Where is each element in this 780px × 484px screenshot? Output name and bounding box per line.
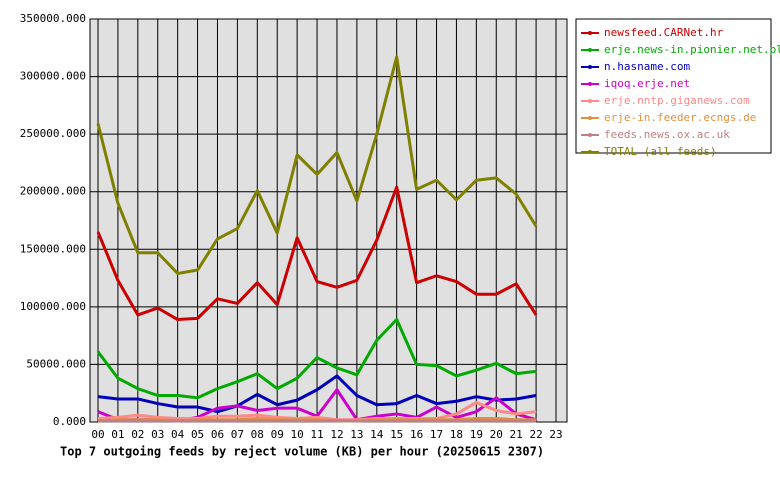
- x-tick-label: 03: [151, 428, 164, 441]
- legend-label: newsfeed.CARNet.hr: [604, 26, 724, 39]
- x-tick-label: 18: [450, 428, 463, 441]
- x-tick-label: 17: [430, 428, 443, 441]
- x-tick-label: 23: [549, 428, 562, 441]
- x-tick-label: 00: [91, 428, 104, 441]
- legend-label: feeds.news.ox.ac.uk: [604, 128, 730, 141]
- x-tick-label: 05: [191, 428, 204, 441]
- series-line: [96, 55, 538, 275]
- x-tick-label: 21: [510, 428, 523, 441]
- legend-label: erje-in.feeder.ecngs.de: [604, 111, 756, 124]
- x-tick-label: 07: [231, 428, 244, 441]
- x-tick-label: 16: [410, 428, 423, 441]
- legend-marker: [588, 99, 592, 103]
- y-tick-label: 50000.000: [26, 357, 86, 370]
- x-tick-label: 14: [370, 428, 384, 441]
- legend-marker: [588, 150, 592, 154]
- plot-area: [89, 18, 568, 423]
- y-tick-label: 150000.000: [20, 242, 86, 255]
- x-tick-label: 20: [490, 428, 503, 441]
- x-tick-label: 22: [529, 428, 542, 441]
- series-line: [96, 185, 538, 322]
- x-tick-label: 06: [211, 428, 224, 441]
- series-line: [96, 318, 537, 400]
- y-tick-label: 100000.000: [20, 300, 86, 313]
- legend-marker: [588, 82, 592, 86]
- legend-marker: [588, 116, 592, 120]
- x-tick-label: 02: [131, 428, 144, 441]
- legend-marker: [588, 31, 592, 35]
- y-tick-label: 0.000: [53, 415, 86, 428]
- y-tick-label: 350000.000: [20, 12, 86, 25]
- x-tick-label: 12: [330, 428, 343, 441]
- x-tick-label: 01: [111, 428, 124, 441]
- x-tick-label: 11: [310, 428, 323, 441]
- y-tick-label: 200000.000: [20, 185, 86, 198]
- x-tick-label: 19: [470, 428, 483, 441]
- legend-label: erje.news-in.pionier.net.pl: [604, 43, 780, 56]
- series-line: [97, 374, 537, 414]
- chart-title: Top 7 outgoing feeds by reject volume (K…: [60, 445, 544, 459]
- legend-marker: [588, 133, 592, 137]
- legend-label: TOTAL (all feeds): [604, 145, 717, 158]
- x-tick-label: 08: [251, 428, 264, 441]
- legend-label: n.hasname.com: [604, 60, 690, 73]
- legend: [575, 18, 772, 154]
- x-tick-label: 15: [390, 428, 403, 441]
- y-tick-label: 250000.000: [20, 127, 86, 140]
- legend-label: erje.nntp.giganews.com: [604, 94, 750, 107]
- legend-marker: [588, 65, 592, 69]
- x-tick-label: 13: [350, 428, 363, 441]
- x-tick-label: 04: [171, 428, 185, 441]
- legend-label: iqoq.erje.net: [604, 77, 690, 90]
- x-tick-label: 10: [291, 428, 304, 441]
- y-tick-label: 300000.000: [20, 70, 86, 83]
- x-tick-label: 09: [271, 428, 284, 441]
- legend-marker: [588, 48, 592, 52]
- series-line: [97, 400, 537, 422]
